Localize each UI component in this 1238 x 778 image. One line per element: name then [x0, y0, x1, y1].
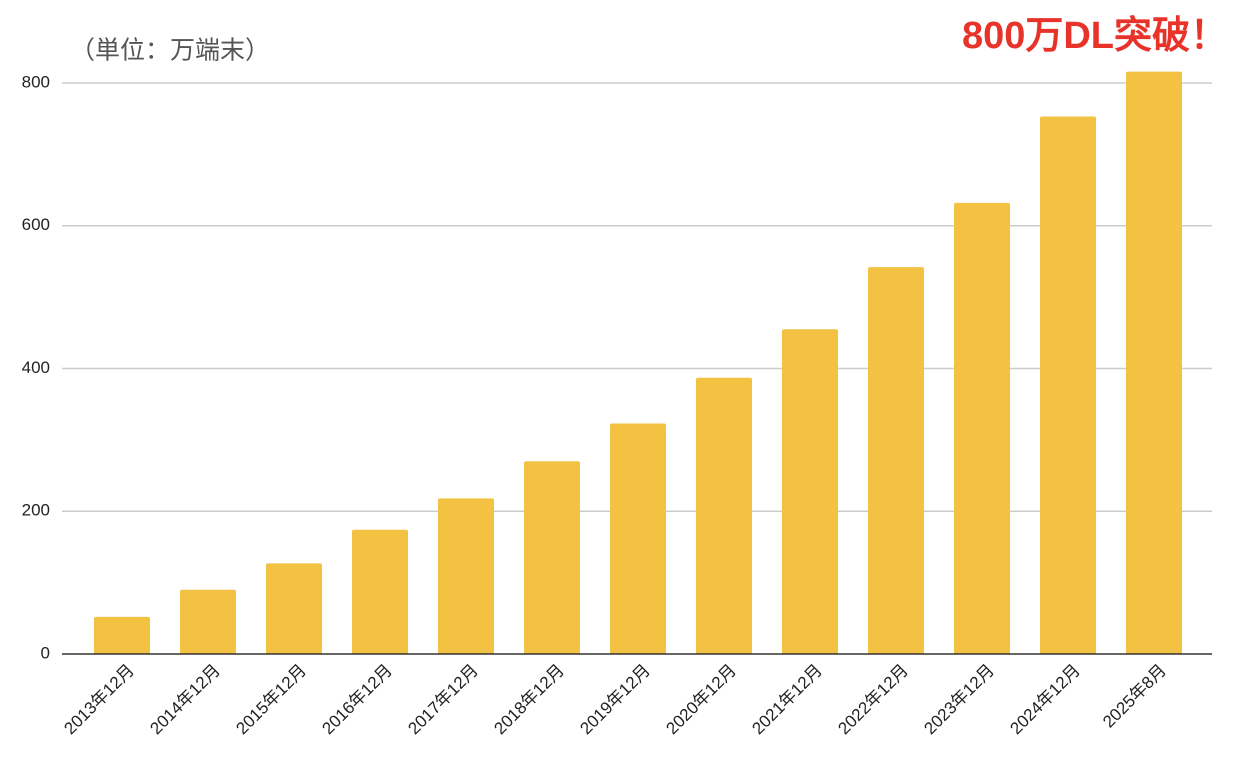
unit-label: （単位：万端末）: [70, 37, 270, 65]
bar: [1040, 116, 1096, 654]
bar: [696, 377, 752, 654]
bar: [438, 498, 494, 654]
bar: [266, 563, 322, 654]
bar: [1126, 71, 1182, 654]
y-tick-label: 800: [22, 72, 50, 91]
bar: [94, 616, 150, 654]
y-tick-label: 600: [22, 215, 50, 234]
x-tick-label: 2025年8月: [1099, 661, 1170, 732]
bar: [868, 267, 924, 654]
x-tick-label: 2014年12月: [146, 661, 224, 739]
x-tick-label: 2020年12月: [662, 661, 740, 739]
bar: [352, 529, 408, 654]
bar: [524, 461, 580, 654]
x-tick-label: 2024年12月: [1006, 661, 1084, 739]
x-tick-label: 2023年12月: [920, 661, 998, 739]
bar: [782, 329, 838, 654]
x-tick-label: 2015年12月: [232, 661, 310, 739]
x-tick-label: 2017年12月: [404, 661, 482, 739]
bar: [180, 589, 236, 654]
x-tick-label: 2013年12月: [60, 661, 138, 739]
x-tick-label: 2021年12月: [748, 661, 826, 739]
y-tick-label: 0: [41, 643, 50, 662]
x-tick-label: 2018年12月: [490, 661, 568, 739]
x-tick-label: 2016年12月: [318, 661, 396, 739]
bar: [954, 202, 1010, 654]
x-tick-label: 2019年12月: [576, 661, 654, 739]
y-tick-label: 200: [22, 501, 50, 520]
x-tick-label: 2022年12月: [834, 661, 912, 739]
bar: [610, 423, 666, 654]
annotation: 800万DL突破！: [962, 15, 1228, 57]
y-tick-label: 400: [22, 358, 50, 377]
